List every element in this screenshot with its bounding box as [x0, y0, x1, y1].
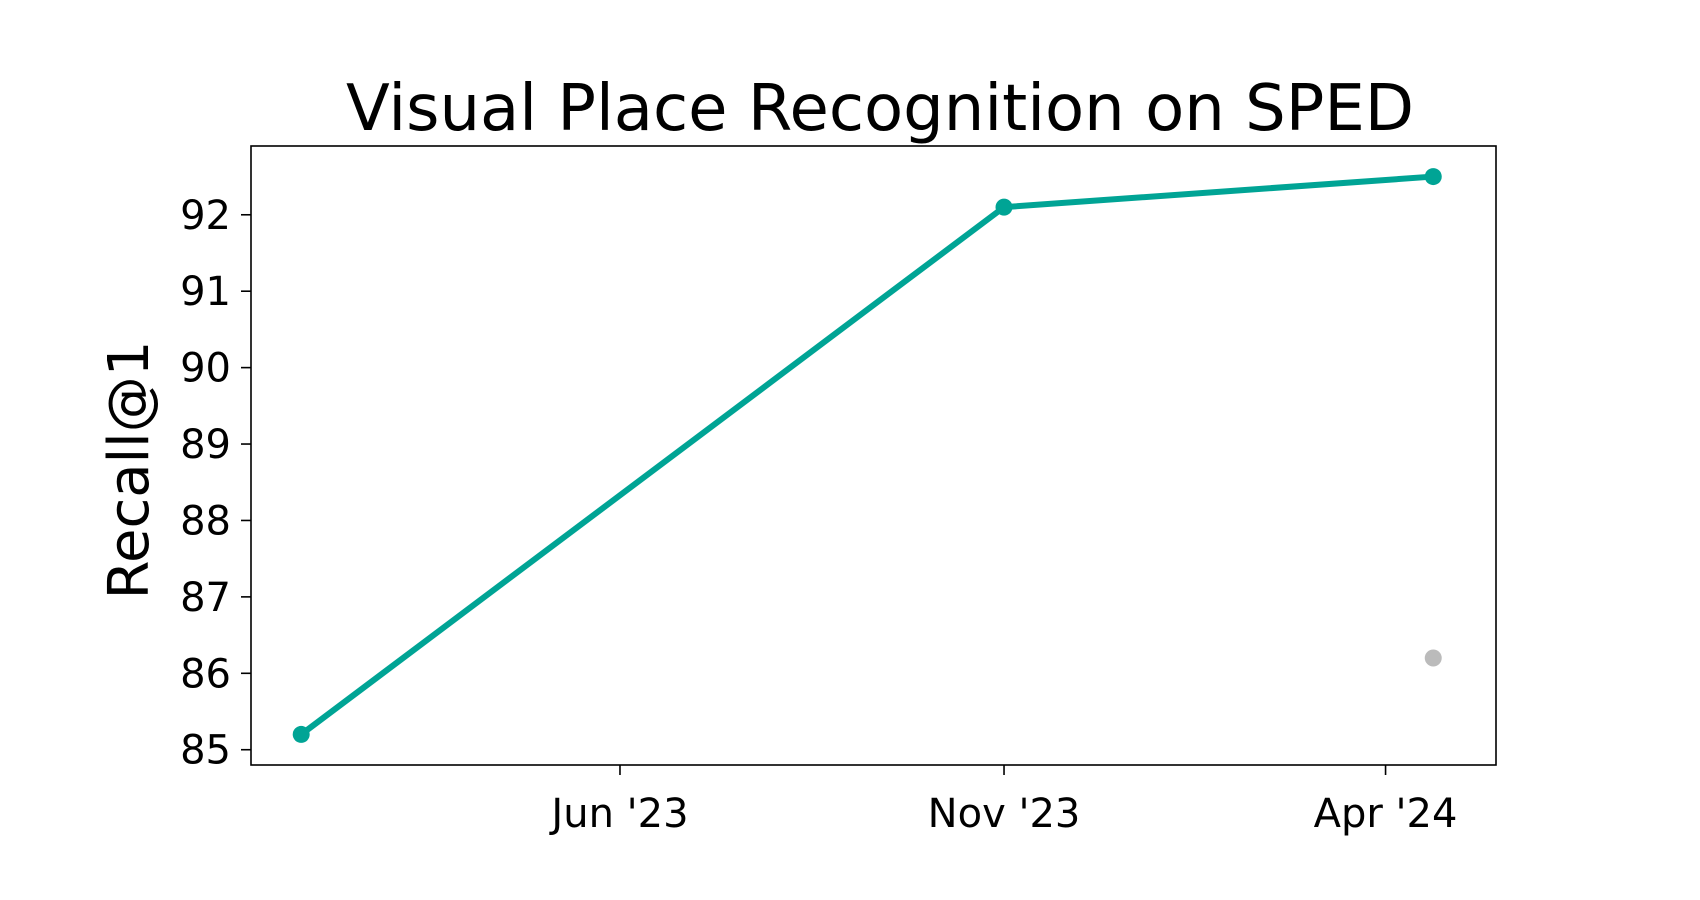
x-tick-label: Jun '23	[548, 791, 688, 837]
x-tick-label: Nov '23	[928, 791, 1081, 837]
y-axis-label: Recall@1	[97, 341, 162, 600]
series-line	[298, 173, 1437, 738]
plot-area: 85 86 87 88 89 90 91 92 Jun '23 Nov '23 Apr '24	[180, 168, 1457, 837]
x-tick-label: Apr '24	[1314, 791, 1458, 837]
chart-title: Visual Place Recognition on SPED	[346, 72, 1414, 146]
y-tick-label: 88	[180, 498, 231, 544]
y-tick-label: 86	[180, 651, 231, 697]
data-point	[292, 725, 310, 743]
data-point	[1424, 168, 1442, 186]
y-tick-label: 92	[180, 193, 231, 239]
data-point-other	[1424, 649, 1442, 667]
data-point	[995, 198, 1013, 216]
y-tick-label: 87	[180, 575, 231, 621]
y-tick-label: 89	[180, 422, 231, 468]
plot-frame	[250, 145, 1497, 766]
y-tick-label: 91	[180, 269, 231, 315]
y-tick-label: 90	[180, 346, 231, 392]
y-tick-label: 85	[180, 728, 231, 774]
